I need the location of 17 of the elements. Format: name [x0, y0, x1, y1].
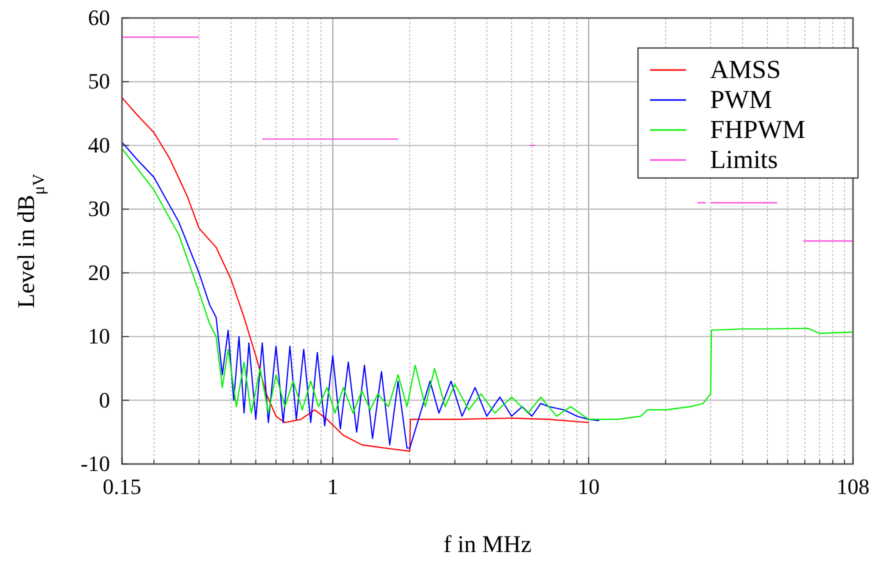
y-tick-label: 0 — [99, 387, 110, 412]
y-tick-label: 30 — [88, 196, 110, 222]
x-tick-label: 0.15 — [102, 474, 142, 499]
y-tick-label: -10 — [80, 451, 110, 476]
y-tick-label: 10 — [88, 324, 110, 349]
legend-label: AMSS — [710, 55, 781, 84]
x-tick-label: 108 — [836, 474, 870, 499]
y-tick-label: 20 — [88, 260, 110, 285]
legend-label: PWM — [710, 85, 772, 114]
legend-label: FHPWM — [710, 115, 806, 144]
legend-label: Limits — [710, 145, 778, 174]
y-tick-label: 50 — [88, 68, 110, 94]
x-tick-label: 10 — [578, 474, 600, 499]
x-axis-title: f in MHz — [444, 532, 532, 558]
x-tick-label: 1 — [327, 474, 338, 499]
y-tick-label: 40 — [88, 132, 110, 158]
y-tick-label: 60 — [88, 5, 110, 30]
